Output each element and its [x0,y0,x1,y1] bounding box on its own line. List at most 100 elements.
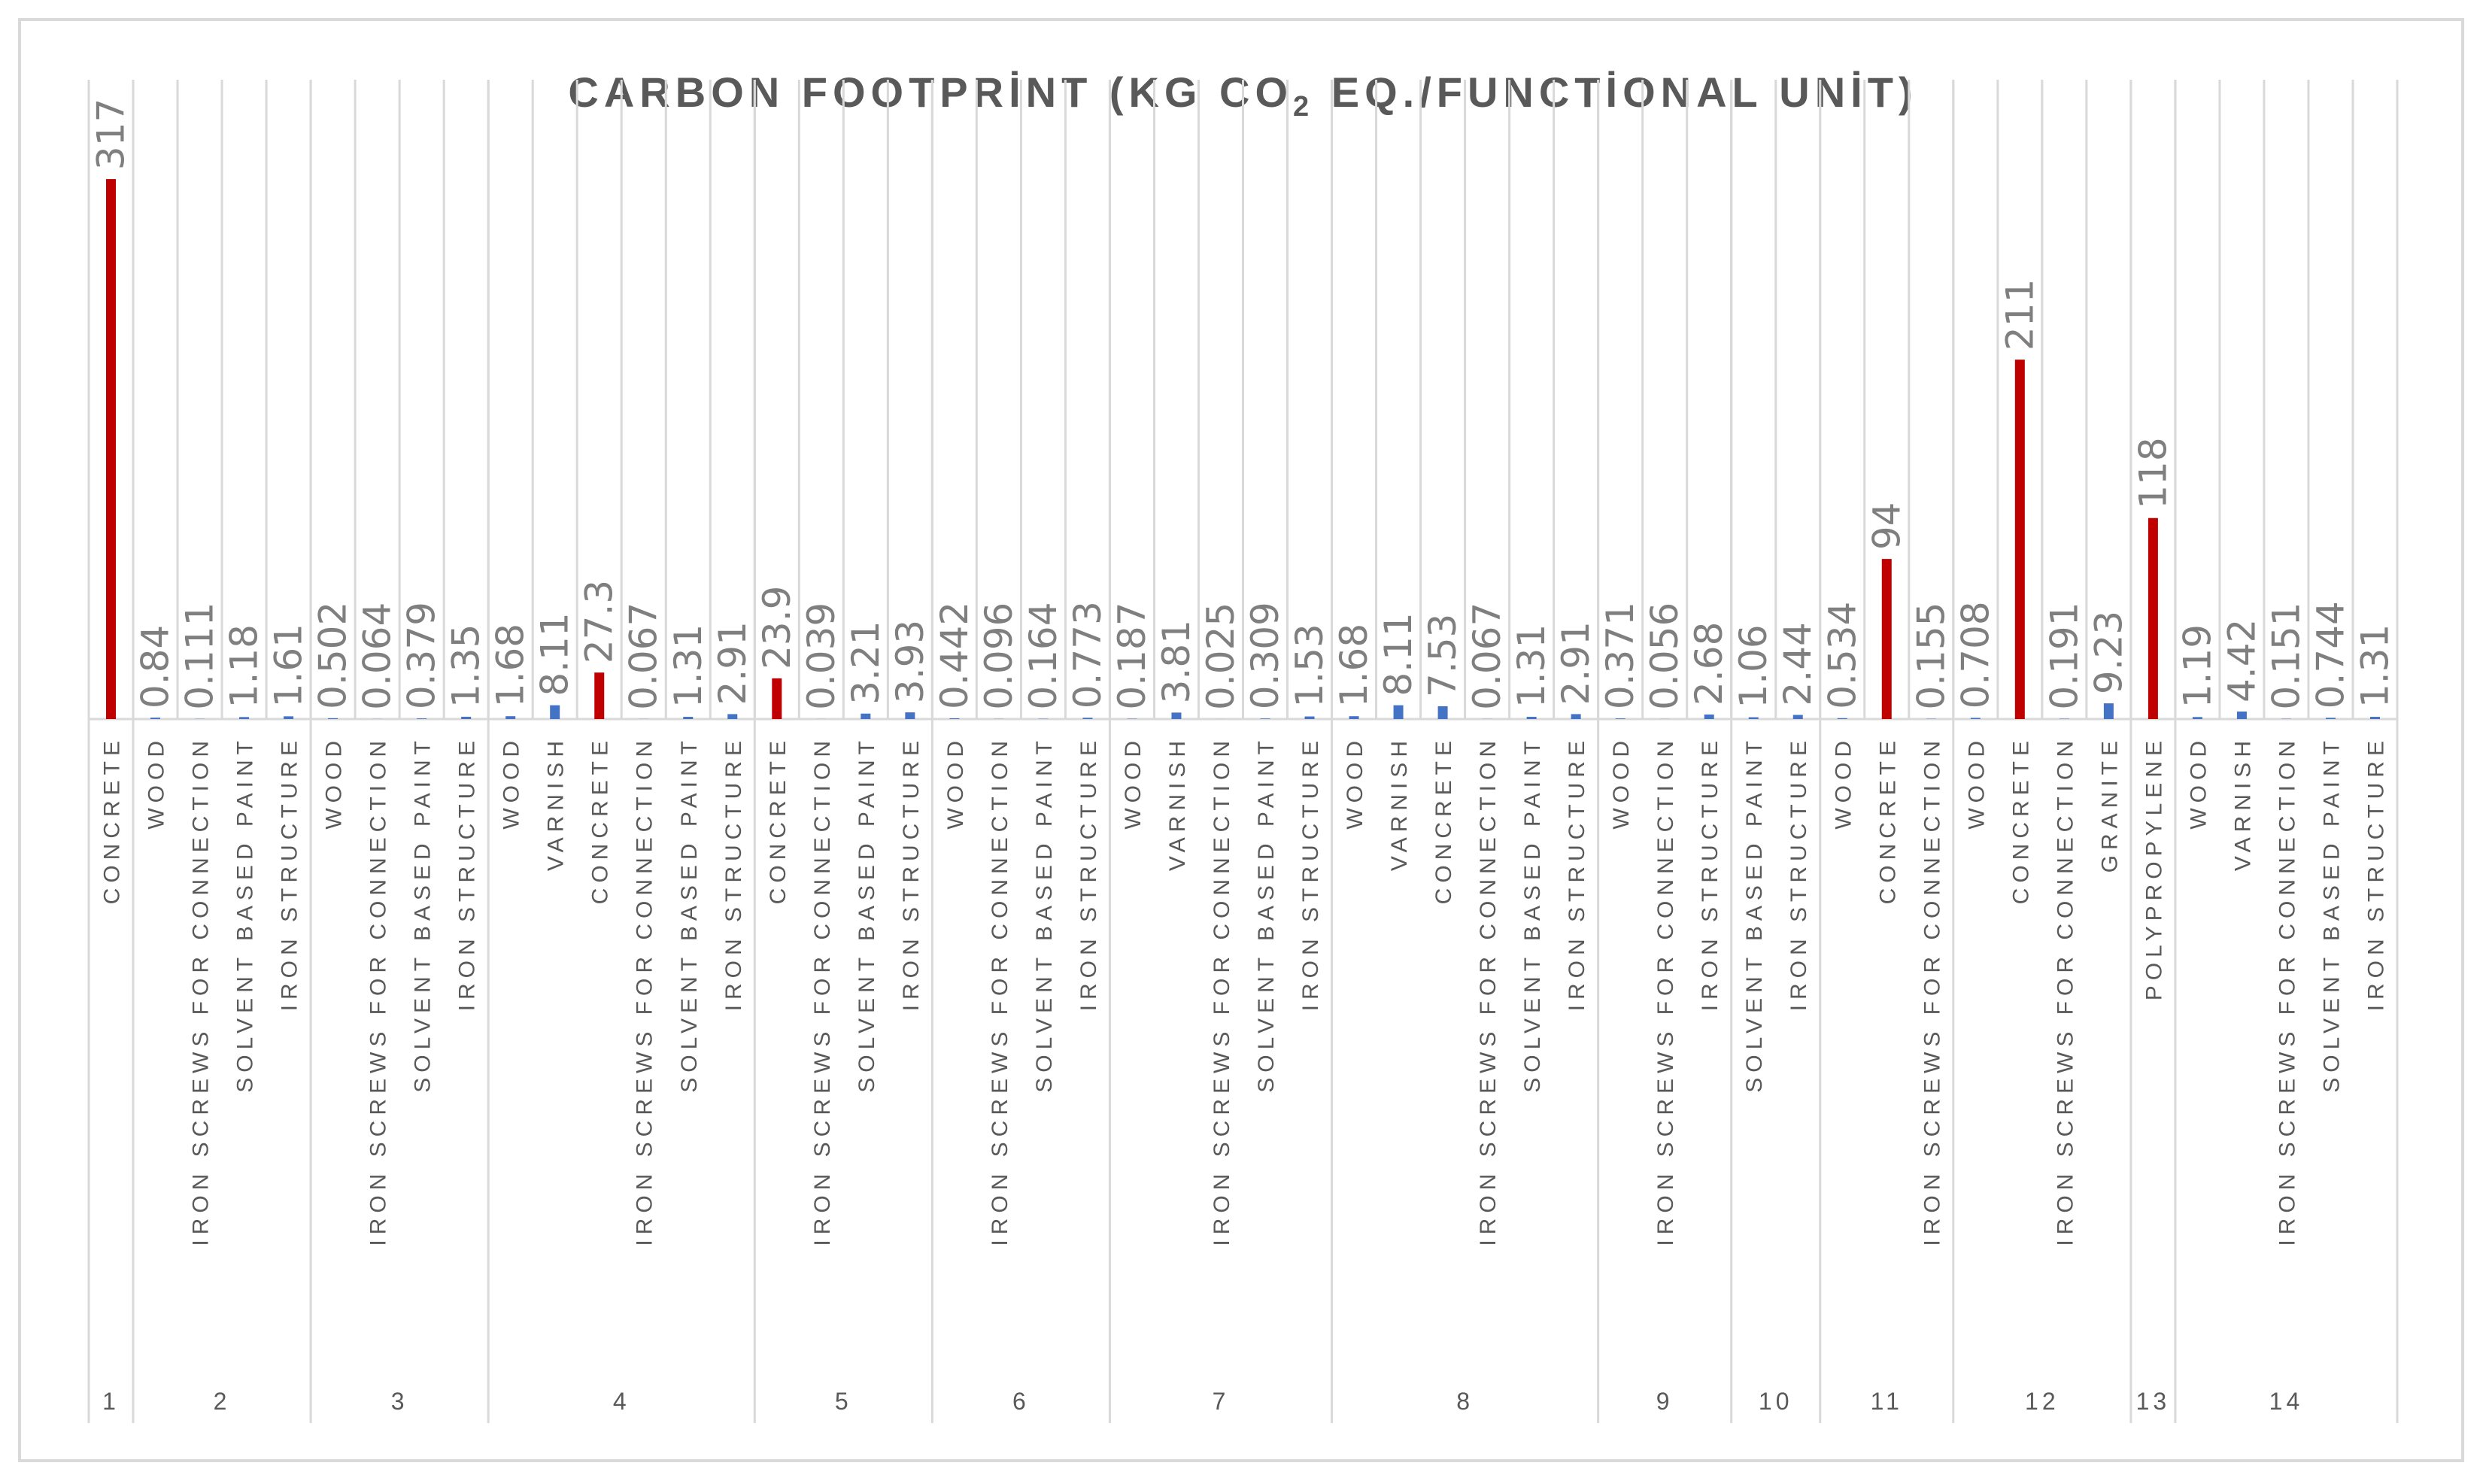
value-label: 0.096 [977,602,1021,710]
value-label: 1.53 [1288,624,1331,707]
bar [1571,714,1581,719]
category-label: SOLVENT BASED PAINT [2319,736,2344,1093]
category-label: WOOD [2186,736,2211,830]
category-label: WOOD [943,736,968,830]
group-label: 12 [2025,1388,2060,1415]
category-label: IRON SCREWS FOR CONNECTION [633,736,657,1246]
bar [905,712,915,719]
category-label: IRON SCREWS FOR CONNECTION [2053,736,2078,1246]
category-label: VARNISH [1165,736,1190,871]
category-label: IRON SCREWS FOR CONNECTION [1210,736,1234,1246]
bar [2148,518,2158,719]
value-label: 9.23 [2087,611,2130,694]
category-label: IRON STRUCTURE [455,736,480,1011]
value-label: 0.379 [400,602,444,709]
group-label: 10 [1759,1388,1793,1415]
value-label: 0.708 [1953,601,1997,709]
bar [284,716,293,719]
category-label: CONCRETE [1875,736,1900,904]
bar [1394,706,1404,719]
value-label: 1.35 [445,624,488,708]
value-label: 8.11 [1377,612,1420,696]
value-label: 1.61 [267,624,311,707]
value-label: 0.502 [311,602,355,709]
category-label: IRON SCREWS FOR CONNECTION [988,736,1012,1246]
value-label: 0.056 [1643,602,1686,710]
bar [2015,360,2025,719]
bar [1971,718,1981,719]
category-label: IRON SCREWS FOR CONNECTION [810,736,835,1246]
bar [106,179,116,719]
category-label: IRON STRUCTURE [278,736,302,1011]
value-label: 4.42 [2220,619,2263,703]
category-label: IRON STRUCTURE [2363,736,2388,1011]
bar [2193,717,2202,719]
bar [1305,717,1315,719]
value-label: 94 [1865,502,1908,550]
value-label: 0.534 [1820,602,1864,709]
bar [1882,559,1892,719]
bar [1704,715,1714,719]
category-label: IRON STRUCTURE [1786,736,1811,1011]
value-label: 27.3 [578,580,621,663]
category-label: SOLVENT BASED PAINT [854,736,879,1093]
category-label: SOLVENT BASED PAINT [1742,736,1767,1093]
bar [861,714,870,719]
value-label: 8.11 [533,612,577,696]
value-label: 1.68 [489,624,533,707]
category-label: CONCRETE [100,736,125,904]
value-label: 3.93 [888,620,932,703]
bar [1082,718,1092,719]
category-label: IRON SCREWS FOR CONNECTION [1653,736,1678,1246]
category-label: POLYPROPYLENE [2141,736,2166,1000]
value-label: 2.68 [1687,622,1731,706]
bar [949,718,959,719]
bar [1838,718,1847,719]
group-label: 9 [1656,1388,1674,1415]
value-label: 1.31 [1510,624,1553,708]
bar [772,678,782,719]
category-label: VARNISH [1387,736,1412,871]
category-label: SOLVENT BASED PAINT [1254,736,1279,1093]
category-label: WOOD [322,736,347,830]
value-label: 0.064 [356,602,399,710]
category-label: IRON STRUCTURE [1076,736,1101,1011]
bar [461,717,471,719]
category-label: WOOD [1121,736,1146,830]
value-label: 0.025 [1199,602,1243,710]
category-label: WOOD [1964,736,1989,830]
group-label: 3 [391,1388,408,1415]
category-label: WOOD [144,736,169,830]
group-label: 6 [1012,1388,1030,1415]
category-label: WOOD [499,736,524,830]
value-label: 7.53 [1421,614,1465,697]
value-label: 0.371 [1598,602,1642,709]
group-label: 11 [1871,1388,1903,1415]
group-label: 7 [1213,1388,1230,1415]
bar [683,717,693,719]
category-label: WOOD [1609,736,1634,830]
category-label: CONCRETE [588,736,613,904]
value-label: 0.191 [2042,602,2086,709]
value-label: 3.21 [844,621,888,704]
group-label: 8 [1456,1388,1474,1415]
value-label: 1.19 [2175,624,2219,708]
value-label: 211 [1998,279,2041,351]
bar [417,718,426,719]
category-label: SOLVENT BASED PAINT [677,736,702,1093]
value-label: 23.9 [755,586,799,669]
category-label: CONCRETE [2008,736,2033,904]
bar [1171,712,1181,719]
group-label: 4 [613,1388,630,1415]
category-label: SOLVENT BASED PAINT [1032,736,1057,1093]
category-label: IRON STRUCTURE [1298,736,1323,1011]
bar [2326,718,2336,719]
bar [2370,717,2380,719]
value-label: 0.773 [1066,601,1109,709]
category-label: GRANITE [2097,736,2122,872]
category-label: CONCRETE [1431,736,1456,904]
value-label: 1.68 [1332,624,1376,707]
category-label: IRON STRUCTURE [1565,736,1589,1011]
value-label: 2.91 [711,621,754,705]
